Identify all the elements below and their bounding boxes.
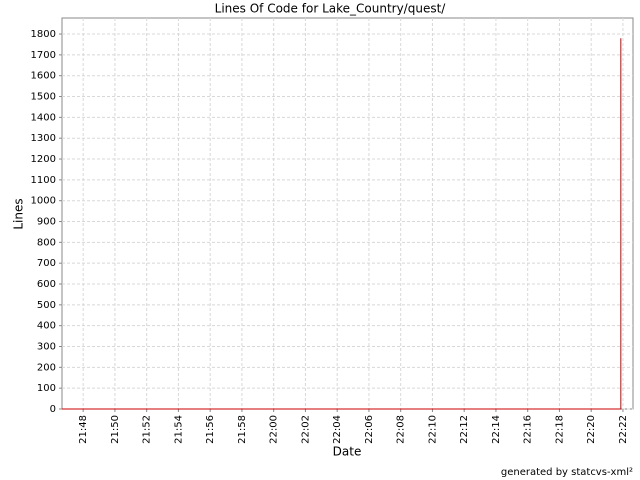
x-tick-label: 22:04: [332, 415, 343, 444]
y-tick-label: 1600: [31, 71, 56, 82]
x-tick-label: 22:18: [554, 415, 565, 444]
x-tick-label: 22:14: [491, 415, 502, 444]
y-axis-label: Lines: [12, 198, 26, 229]
y-tick-label: 1200: [31, 154, 56, 165]
y-tick-label: 1000: [31, 196, 56, 207]
x-tick-label: 21:48: [78, 415, 89, 444]
y-tick-label: 1400: [31, 112, 56, 123]
y-tick-label: 500: [37, 300, 56, 311]
y-tick-label: 900: [37, 217, 56, 228]
chart-title: Lines Of Code for Lake_Country/quest/: [215, 2, 447, 16]
y-tick-label: 0: [50, 404, 56, 415]
x-tick-label: 22:06: [364, 415, 375, 444]
x-tick-label: 21:54: [173, 415, 184, 444]
x-tick-label: 21:56: [205, 415, 216, 444]
y-tick-label: 100: [37, 383, 56, 394]
y-tick-label: 800: [37, 237, 56, 248]
x-tick-label: 22:02: [300, 415, 311, 444]
footer: generated by statcvs-xml²: [501, 467, 633, 478]
x-tick-label: 21:52: [142, 415, 153, 444]
data-line: [62, 38, 622, 410]
y-tick-label: 300: [37, 342, 56, 353]
y-tick-label: 1800: [31, 29, 56, 40]
y-tick-label: 1100: [31, 175, 56, 186]
x-axis-label: Date: [333, 445, 362, 459]
x-tick-label: 22:10: [427, 415, 438, 444]
x-tick-label: 22:12: [459, 415, 470, 444]
x-tick-label: 22:20: [586, 415, 597, 444]
x-tick-label: 22:22: [618, 415, 629, 444]
y-tick-label: 700: [37, 258, 56, 269]
y-tick-label: 200: [37, 362, 56, 373]
y-tick-label: 1700: [31, 50, 56, 61]
y-tick-label: 600: [37, 279, 56, 290]
y-tick-label: 1300: [31, 133, 56, 144]
y-tick-label: 1500: [31, 92, 56, 103]
x-tick-label: 22:00: [269, 415, 280, 444]
y-tick-label: 400: [37, 321, 56, 332]
plot-area: [61, 17, 634, 410]
x-tick-label: 22:08: [396, 415, 407, 444]
x-tick-label: 22:16: [523, 415, 534, 444]
x-tick-label: 21:50: [110, 415, 121, 444]
x-tick-label: 21:58: [237, 415, 248, 444]
